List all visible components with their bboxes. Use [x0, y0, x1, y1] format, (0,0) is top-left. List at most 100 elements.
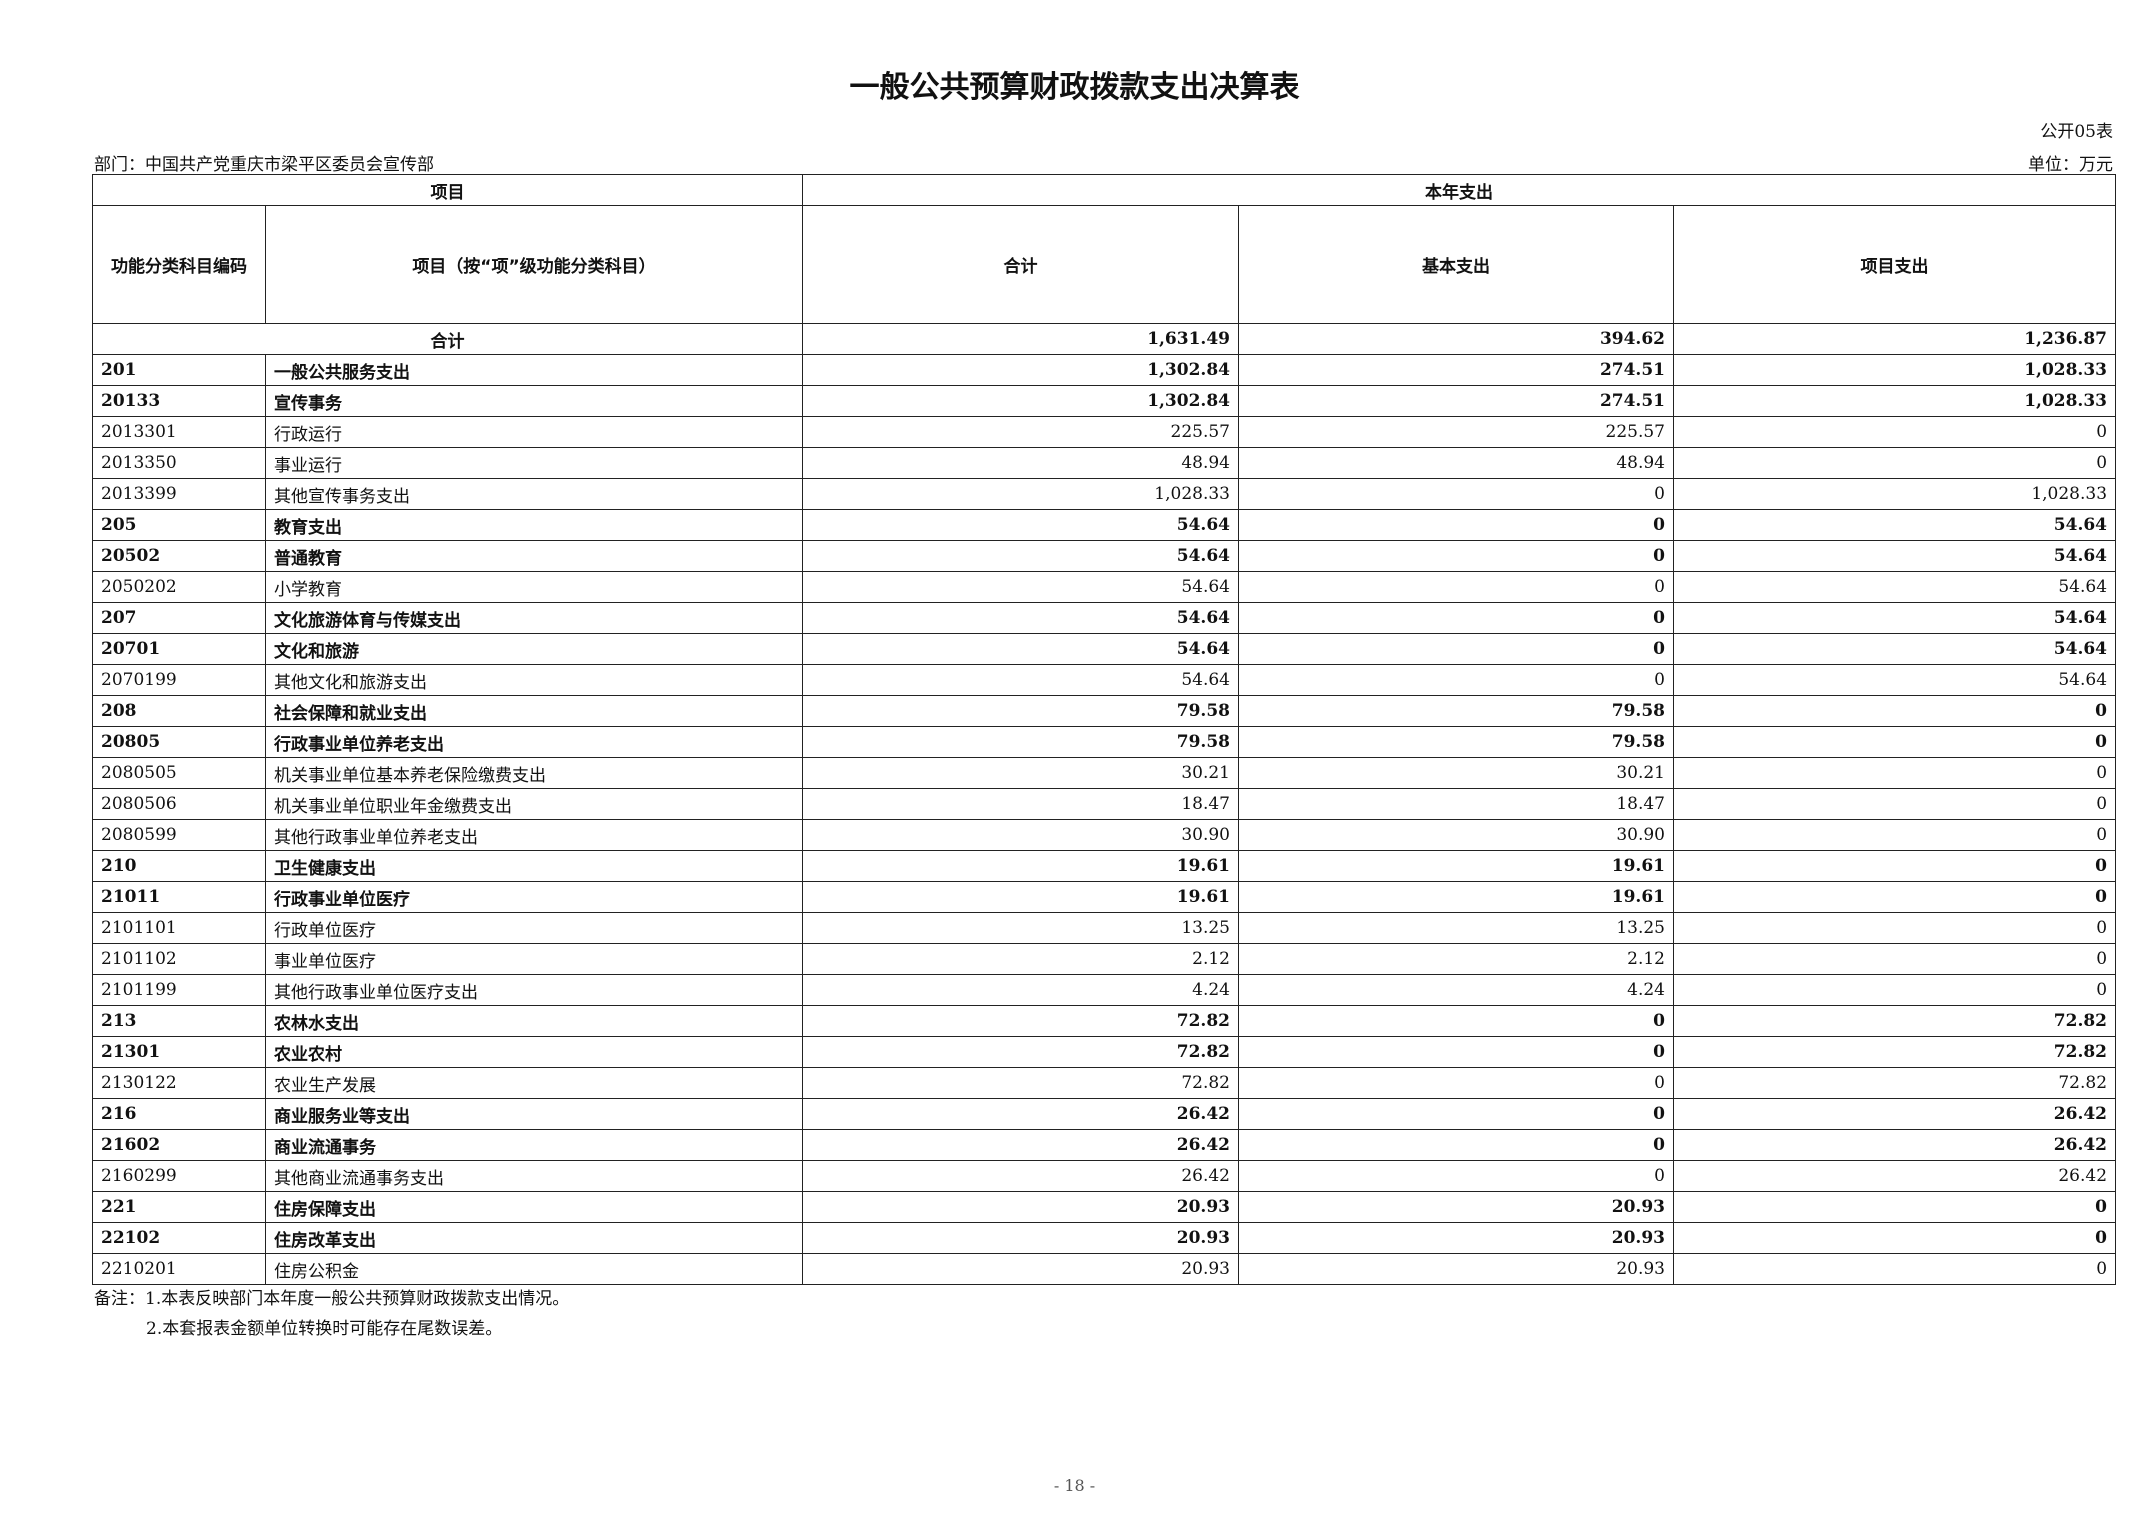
- cell-name: 其他宣传事务支出: [265, 478, 803, 510]
- cell-basic: 0: [1238, 1067, 1674, 1099]
- cell-total: 19.61: [802, 850, 1239, 882]
- cell-basic: 20.93: [1238, 1222, 1674, 1254]
- cell-total: 72.82: [802, 1036, 1239, 1068]
- header-code: 功能分类科目编码: [92, 205, 266, 324]
- cell-project: 72.82: [1672, 1005, 2117, 1037]
- cell-name: 行政事业单位医疗: [265, 881, 803, 913]
- cell-basic: 79.58: [1238, 726, 1674, 758]
- cell-project: 1,028.33: [1672, 354, 2117, 386]
- table-row: 21301 农业农村 72.82 0 72.82: [92, 1036, 2117, 1068]
- cell-basic: 20.93: [1238, 1191, 1674, 1223]
- cell-basic: 0: [1238, 1160, 1674, 1192]
- cell-name: 其他行政事业单位医疗支出: [265, 974, 803, 1006]
- cell-basic: 0: [1238, 1098, 1674, 1130]
- header-total: 合计: [802, 205, 1239, 324]
- cell-total: 1,302.84: [802, 354, 1239, 386]
- cell-code: 205: [92, 509, 266, 541]
- cell-code: 216: [92, 1098, 266, 1130]
- cell-project: 54.64: [1672, 602, 2117, 634]
- cell-name: 行政单位医疗: [265, 912, 803, 944]
- cell-total: 20.93: [802, 1253, 1239, 1285]
- table-row: 221 住房保障支出 20.93 20.93 0: [92, 1191, 2117, 1223]
- unit-label: 单位：万元: [2028, 155, 2113, 175]
- cell-name: 行政事业单位养老支出: [265, 726, 803, 758]
- cell-code: 2210201: [92, 1253, 266, 1285]
- cell-basic: 0: [1238, 602, 1674, 634]
- cell-basic: 20.93: [1238, 1253, 1674, 1285]
- cell-total: 19.61: [802, 881, 1239, 913]
- header-item-group: 项目: [92, 174, 803, 206]
- cell-project: 0: [1672, 757, 2117, 789]
- cell-code: 2013301: [92, 416, 266, 448]
- cell-name: 机关事业单位职业年金缴费支出: [265, 788, 803, 820]
- cell-project: 0: [1672, 1191, 2117, 1223]
- cell-basic: 0: [1238, 1005, 1674, 1037]
- table-row: 2160299 其他商业流通事务支出 26.42 0 26.42: [92, 1160, 2117, 1192]
- cell-total: 13.25: [802, 912, 1239, 944]
- cell-total: 20.93: [802, 1191, 1239, 1223]
- form-number: 公开05表: [2040, 122, 2113, 142]
- cell-total: 20.93: [802, 1222, 1239, 1254]
- cell-basic: 0: [1238, 1129, 1674, 1161]
- cell-code: 2130122: [92, 1067, 266, 1099]
- cell-project: 0: [1672, 1253, 2117, 1285]
- cell-name: 商业流通事务: [265, 1129, 803, 1161]
- cell-name: 行政运行: [265, 416, 803, 448]
- cell-name: 小学教育: [265, 571, 803, 603]
- note-1: 备注：1.本表反映部门本年度一般公共预算财政拨款支出情况。: [94, 1289, 570, 1309]
- cell-code: 2050202: [92, 571, 266, 603]
- cell-code: 2080505: [92, 757, 266, 789]
- cell-project: 54.64: [1672, 509, 2117, 541]
- cell-total: 4.24: [802, 974, 1239, 1006]
- cell-code: 2101101: [92, 912, 266, 944]
- total-project: 1,236.87: [1672, 323, 2117, 355]
- cell-total: 54.64: [802, 509, 1239, 541]
- cell-name: 文化和旅游: [265, 633, 803, 665]
- cell-total: 54.64: [802, 571, 1239, 603]
- cell-code: 21011: [92, 881, 266, 913]
- table-row: 2080599 其他行政事业单位养老支出 30.90 30.90 0: [92, 819, 2117, 851]
- page-number: - 18 -: [1053, 1476, 1096, 1495]
- cell-code: 20701: [92, 633, 266, 665]
- cell-total: 79.58: [802, 695, 1239, 727]
- cell-name: 其他行政事业单位养老支出: [265, 819, 803, 851]
- cell-basic: 4.24: [1238, 974, 1674, 1006]
- page-title: 一般公共预算财政拨款支出决算表: [849, 70, 1300, 105]
- cell-name: 文化旅游体育与传媒支出: [265, 602, 803, 634]
- cell-name: 一般公共服务支出: [265, 354, 803, 386]
- cell-name: 农业农村: [265, 1036, 803, 1068]
- cell-code: 21301: [92, 1036, 266, 1068]
- table-row: 20701 文化和旅游 54.64 0 54.64: [92, 633, 2117, 665]
- cell-total: 2.12: [802, 943, 1239, 975]
- total-total: 1,631.49: [802, 323, 1239, 355]
- table-row: 2210201 住房公积金 20.93 20.93 0: [92, 1253, 2117, 1285]
- table-row: 2080505 机关事业单位基本养老保险缴费支出 30.21 30.21 0: [92, 757, 2117, 789]
- cell-name: 教育支出: [265, 509, 803, 541]
- cell-name: 卫生健康支出: [265, 850, 803, 882]
- cell-total: 54.64: [802, 602, 1239, 634]
- cell-project: 0: [1672, 850, 2117, 882]
- cell-project: 54.64: [1672, 540, 2117, 572]
- cell-basic: 0: [1238, 664, 1674, 696]
- table-row: 2080506 机关事业单位职业年金缴费支出 18.47 18.47 0: [92, 788, 2117, 820]
- cell-code: 2013399: [92, 478, 266, 510]
- table-row: 2050202 小学教育 54.64 0 54.64: [92, 571, 2117, 603]
- cell-name: 普通教育: [265, 540, 803, 572]
- note-2: 2.本套报表金额单位转换时可能存在尾数误差。: [146, 1319, 503, 1339]
- cell-basic: 0: [1238, 478, 1674, 510]
- cell-total: 1,302.84: [802, 385, 1239, 417]
- notes: 备注：1.本表反映部门本年度一般公共预算财政拨款支出情况。 2.本套报表金额单位…: [94, 1284, 569, 1344]
- cell-code: 21602: [92, 1129, 266, 1161]
- cell-project: 0: [1672, 974, 2117, 1006]
- table-row: 2130122 农业生产发展 72.82 0 72.82: [92, 1067, 2117, 1099]
- cell-code: 2101102: [92, 943, 266, 975]
- cell-project: 0: [1672, 943, 2117, 975]
- cell-code: 207: [92, 602, 266, 634]
- cell-project: 0: [1672, 819, 2117, 851]
- cell-name: 商业服务业等支出: [265, 1098, 803, 1130]
- cell-project: 0: [1672, 1222, 2117, 1254]
- cell-basic: 274.51: [1238, 354, 1674, 386]
- table-row: 2101101 行政单位医疗 13.25 13.25 0: [92, 912, 2117, 944]
- cell-basic: 0: [1238, 540, 1674, 572]
- header-basic: 基本支出: [1238, 205, 1674, 324]
